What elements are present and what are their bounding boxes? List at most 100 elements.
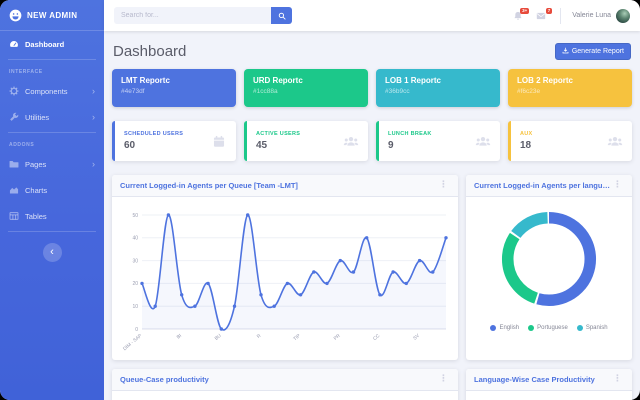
- donut-chart: [501, 211, 597, 307]
- svg-text:BU: BU: [214, 333, 223, 342]
- stat-card-value: 9: [388, 140, 394, 151]
- report-card-urd-reportc[interactable]: URD Reportc #1cc88a: [244, 69, 368, 107]
- svg-text:10: 10: [132, 304, 138, 310]
- chart-area-icon: [9, 185, 19, 195]
- sidebar-item-label: Dashboard: [25, 39, 65, 49]
- stat-card-label: ACTIVE USERS: [256, 131, 301, 137]
- report-card-title: LMT Reportc: [121, 76, 170, 85]
- calendar-icon: [211, 135, 227, 148]
- sidebar-toggle-wrap: ‹: [0, 234, 104, 271]
- report-card-lob-1-reportc[interactable]: LOB 1 Reportc #36b9cc: [376, 69, 500, 107]
- brand[interactable]: NEW ADMIN: [0, 0, 104, 30]
- sidebar-item-components[interactable]: Components ›: [0, 78, 104, 104]
- legend-item-english[interactable]: English: [490, 325, 519, 331]
- report-card-title: LOB 1 Reportc: [385, 76, 442, 85]
- page-head: Dashboard Generate Report: [113, 41, 631, 61]
- stat-card-active-users: ACTIVE USERS 45: [244, 121, 368, 161]
- svg-text:SV: SV: [412, 332, 421, 341]
- search-bar: [114, 7, 292, 24]
- sidebar: NEW ADMIN Dashboard INTERFACE Components › U…: [0, 0, 104, 400]
- legend-dot: [576, 325, 583, 331]
- sidebar-divider: [8, 59, 96, 60]
- card-header: Language-Wise Case Productivity ⋮: [466, 369, 632, 391]
- legend-item-spanish[interactable]: Spanish: [576, 325, 608, 331]
- stat-card-scheduled-users: SCHEDULED USERS 60: [112, 121, 236, 161]
- donut-chart-body: English Portuguese Spanish: [466, 197, 632, 331]
- sidebar-divider: [8, 231, 96, 232]
- report-card-lob-2-reportc[interactable]: LOB 2 Reportc #f6c23e: [508, 69, 632, 107]
- card-header: Current Logged-in Agents per language ⋮: [466, 175, 632, 197]
- report-cards-row: LMT Reportc #4e73df URD Reportc #1cc88a LOB …: [112, 69, 632, 107]
- sidebar-collapse-button[interactable]: ‹: [42, 243, 62, 262]
- page-title: Dashboard: [113, 42, 187, 60]
- card-header: Current Logged-in Agents per Queue [Team…: [112, 175, 458, 197]
- search-input[interactable]: [114, 7, 271, 24]
- generate-report-label: Generate Report: [571, 47, 624, 55]
- stat-card-value: 45: [256, 140, 268, 151]
- svg-text:DIM - SAP: DIM - SAP: [122, 333, 143, 352]
- donut-mount: [501, 203, 597, 312]
- smiley-logo-icon: [9, 9, 22, 22]
- sidebar-item-label: Pages: [25, 159, 47, 169]
- cog-icon: [9, 86, 19, 96]
- stat-card-label: SCHEDULED USERS: [124, 131, 184, 137]
- language-productivity-title: Language-Wise Case Productivity: [474, 375, 595, 384]
- brand-title: NEW ADMIN: [27, 10, 78, 20]
- language-productivity-card: Language-Wise Case Productivity ⋮: [466, 369, 632, 400]
- sidebar-item-dashboard[interactable]: Dashboard: [0, 31, 104, 57]
- sidebar-item-charts[interactable]: Charts: [0, 177, 104, 203]
- bell-icon: [513, 11, 523, 21]
- user-avatar: [616, 8, 630, 23]
- report-card-lmt-reportc[interactable]: LMT Reportc #4e73df: [112, 69, 236, 107]
- topbar-divider: [560, 7, 562, 24]
- sidebar-section-heading: INTERFACE: [9, 69, 43, 75]
- sidebar-item-label: Tables: [25, 211, 47, 221]
- donut-chart-title: Current Logged-in Agents per language: [474, 181, 611, 190]
- report-card-title: LOB 2 Reportc: [517, 76, 574, 85]
- sidebar-item-label: Charts: [25, 185, 48, 195]
- report-card-subtitle: #1cc88a: [253, 88, 278, 95]
- svg-text:BI: BI: [176, 333, 183, 341]
- svg-text:PR: PR: [333, 333, 342, 342]
- sidebar-section-heading: ADDONS: [9, 142, 35, 148]
- generate-report-button[interactable]: Generate Report: [554, 42, 631, 60]
- stat-card-label: AUX: [520, 131, 533, 137]
- queue-productivity-card: Queue-Case productivity ⋮: [112, 369, 458, 400]
- folder-icon: [9, 159, 19, 169]
- users-icon: [343, 135, 359, 148]
- alerts-button[interactable]: 3+: [510, 7, 530, 23]
- legend-dot: [528, 325, 535, 331]
- envelope-icon: [536, 11, 546, 21]
- line-chart-title: Current Logged-in Agents per Queue [Team…: [120, 181, 298, 190]
- legend-item-portuguese[interactable]: Portuguese: [528, 325, 568, 331]
- search-button[interactable]: [271, 7, 292, 24]
- line-chart-card: Current Logged-in Agents per Queue [Team…: [112, 175, 458, 360]
- report-card-subtitle: #f6c23e: [517, 88, 541, 95]
- sidebar-divider: [8, 132, 96, 133]
- card-menu-icon[interactable]: ⋮: [613, 374, 622, 385]
- svg-text:30: 30: [132, 258, 138, 264]
- legend-label: English: [499, 325, 520, 331]
- svg-text:20: 20: [132, 281, 138, 287]
- card-menu-icon[interactable]: ⋮: [439, 374, 448, 385]
- messages-button[interactable]: 7: [533, 7, 553, 23]
- user-menu[interactable]: Valerie Luna: [572, 8, 630, 23]
- report-card-subtitle: #36b9cc: [385, 88, 410, 95]
- users-icon: [475, 135, 491, 148]
- card-menu-icon[interactable]: ⋮: [439, 180, 448, 191]
- stat-cards-row: SCHEDULED USERS 60 ACTIVE USERS 45 LUNCH BRE…: [112, 121, 632, 161]
- search-icon: [278, 8, 286, 23]
- sidebar-item-label: Components: [25, 86, 68, 96]
- sidebar-item-utilities[interactable]: Utilities ›: [0, 104, 104, 130]
- line-chart: 0 10 20 30 40 50 DIM - SAP BI BU R TIP PR CC SV: [122, 213, 448, 352]
- alerts-badge: 3+: [520, 7, 530, 14]
- legend-label: Portuguese: [537, 325, 568, 331]
- sidebar-item-tables[interactable]: Tables: [0, 203, 104, 229]
- sidebar-divider: [0, 30, 104, 31]
- card-menu-icon[interactable]: ⋮: [613, 180, 622, 191]
- card-header: Queue-Case productivity ⋮: [112, 369, 458, 391]
- sidebar-item-pages[interactable]: Pages ›: [0, 151, 104, 177]
- sidebar-item-label: Utilities: [25, 112, 50, 122]
- page-content: Dashboard Generate Report LMT Reportc #4e…: [104, 31, 640, 400]
